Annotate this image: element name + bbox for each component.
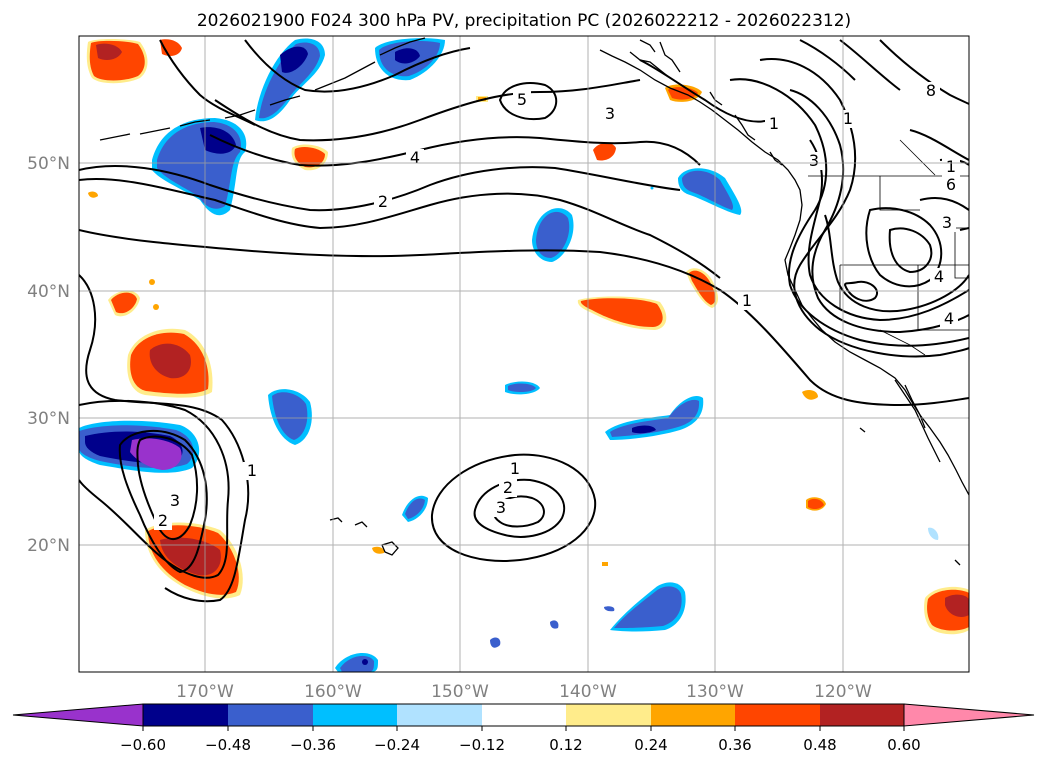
lat-label: 50°N: [27, 154, 70, 174]
colorbar-tick-label: −0.60: [120, 736, 166, 754]
contour-label-bg: [930, 268, 948, 286]
contour-label-bg: [166, 492, 184, 510]
colorbar-swatch: [313, 704, 397, 726]
contour-label: 1: [247, 461, 257, 480]
colorbar-high-extend: [903, 703, 1035, 727]
lat-label: 40°N: [27, 282, 70, 302]
colorbar-swatch: [482, 704, 566, 726]
contour-label: 8: [926, 81, 936, 100]
contour-label: 1: [769, 114, 779, 133]
colorbar-swatch: [397, 704, 482, 726]
colorbar-tick-label: 0.12: [549, 736, 582, 754]
contour-label-bg: [940, 310, 958, 328]
colorbar-low-extend: [12, 703, 144, 727]
colorbar-tick-label: 0.24: [634, 736, 667, 754]
lat-label: 20°N: [27, 536, 70, 556]
contour-label: 3: [942, 213, 952, 232]
contour-label: 2: [503, 478, 513, 497]
contour-label-bg: [942, 176, 960, 194]
contour-label-bg: [738, 292, 756, 310]
latitude-labels: 50°N 40°N 30°N 20°N: [27, 154, 70, 556]
colorbar-swatch: [820, 704, 904, 726]
contour-label-bg: [513, 91, 531, 109]
contour-label-bg: [765, 115, 783, 133]
contour-central-to-coast: [79, 229, 969, 407]
contour-label-bg: [922, 82, 940, 100]
colorbar-swatch: [566, 704, 651, 726]
contour-label-bg: [243, 462, 261, 480]
contour-label: 3: [809, 151, 819, 170]
contour-label: 4: [410, 148, 420, 167]
lon-label: 160°W: [304, 682, 362, 702]
contour-label: 5: [517, 90, 527, 109]
colorbar-swatch: [228, 704, 313, 726]
map-title: 2026021900 F024 300 hPa PV, precipitatio…: [197, 11, 851, 31]
contour-label: 2: [158, 511, 168, 530]
colorbar-tick-label: −0.36: [290, 736, 336, 754]
colorbar-swatch: [735, 704, 820, 726]
lon-label: 150°W: [431, 682, 489, 702]
map-border: [78, 35, 970, 673]
colorbar-tick-label: 0.36: [718, 736, 751, 754]
colorbar-border: [142, 703, 905, 727]
colorbar-swatch: [143, 704, 228, 726]
lon-label: 170°W: [176, 682, 234, 702]
contour-subtropical-1: [430, 453, 597, 562]
contour-label: 4: [944, 309, 954, 328]
colorbar-swatch: [651, 704, 735, 726]
contour-west-1: [79, 274, 250, 603]
colorbar-tick-label: −0.12: [459, 736, 505, 754]
lon-label: 140°W: [559, 682, 617, 702]
contour-label: 2: [378, 192, 388, 211]
colorbar-tick-label: −0.24: [374, 736, 420, 754]
contour-labels: 5 3 1 4 2 8 6 3 1 3 4 1 1 4: [154, 81, 960, 530]
contour-label: 3: [605, 104, 615, 123]
contour-label-bg: [492, 499, 510, 517]
coastlines: [99, 37, 969, 566]
contour-label-bg: [601, 105, 619, 123]
colorbar: −0.60 −0.48 −0.36 −0.24 −0.12 0.12 0.24 …: [12, 703, 1035, 754]
precip-shading: [79, 38, 969, 672]
contour-label: 1: [843, 109, 853, 128]
contour-label-bg: [154, 512, 172, 530]
contour-label: 6: [946, 175, 956, 194]
lon-label: 130°W: [686, 682, 744, 702]
contour-label-bg: [805, 152, 823, 170]
colorbar-tick-label: −0.48: [205, 736, 251, 754]
contour-label: 1: [742, 291, 752, 310]
contour-label: 4: [934, 267, 944, 286]
contour-label-bg: [499, 479, 517, 497]
lon-label: 120°W: [814, 682, 872, 702]
colorbar-ticks: [142, 726, 905, 731]
contour-label: 1: [946, 157, 956, 176]
colorbar-tick-label: 0.60: [887, 736, 920, 754]
contour-label-bg: [506, 460, 524, 478]
contour-label: 3: [496, 498, 506, 517]
lat-label: 30°N: [27, 409, 70, 429]
colorbar-tick-label: 0.48: [803, 736, 836, 754]
gridlines: [79, 36, 969, 672]
longitude-labels: 170°W 160°W 150°W 140°W 130°W 120°W: [176, 682, 872, 702]
negative-anomaly-fields: [79, 38, 939, 672]
contour-label: 3: [170, 491, 180, 510]
contour-label-bg: [374, 193, 392, 211]
contour-label-bg: [938, 214, 956, 232]
contour-label: 1: [510, 459, 520, 478]
